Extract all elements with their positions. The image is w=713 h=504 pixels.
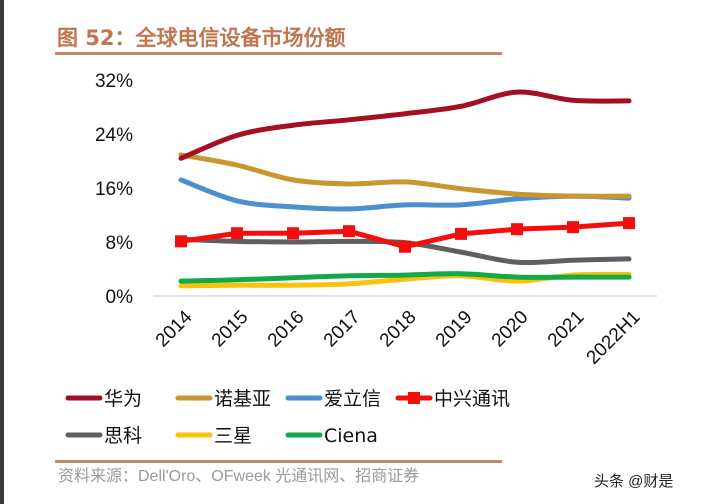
series-line-6 — [178, 271, 632, 284]
series-marker-3 — [287, 227, 299, 240]
x-tick-label: 2014 — [152, 306, 197, 351]
series-marker-3 — [455, 227, 467, 240]
x-tick-label: 2019 — [432, 307, 477, 352]
x-tick-label: 2015 — [208, 307, 253, 352]
y-tick-label: 32% — [95, 71, 133, 92]
series-line-0 — [178, 89, 632, 161]
title-rule — [55, 52, 502, 55]
x-tick-label: 2021 — [544, 307, 589, 352]
x-tick-label: 2016 — [264, 307, 309, 352]
legend-label: 思科 — [104, 425, 142, 447]
legend-label: Ciena — [324, 425, 378, 447]
source-note: 资料来源：Dell'Oro、OFweek 光通讯网、招商证券 — [58, 468, 420, 485]
legend-marker — [408, 392, 420, 404]
series-marker-3 — [343, 225, 355, 238]
series-line-1 — [178, 152, 632, 199]
y-tick-label: 8% — [106, 233, 134, 254]
watermark: 头条 @财是 — [594, 473, 674, 490]
x-tick-label: 2018 — [376, 307, 421, 352]
series-marker-3 — [623, 217, 635, 230]
x-tick-label: 2017 — [320, 307, 365, 352]
y-tick-label: 16% — [95, 179, 133, 200]
y-tick-label: 0% — [106, 287, 134, 308]
left-border — [0, 0, 4, 504]
x-tick-label: 2020 — [488, 307, 533, 352]
series-marker-3 — [399, 240, 411, 253]
series-marker-3 — [511, 223, 523, 236]
legend-label: 诺基亚 — [214, 388, 271, 410]
chart-title: 图 52：全球电信设备市场份额 — [57, 26, 346, 50]
series-marker-3 — [175, 235, 187, 248]
legend-label: 中兴通讯 — [434, 388, 510, 410]
series-marker-3 — [567, 221, 579, 234]
legend-label: 华为 — [104, 388, 142, 410]
series-marker-3 — [231, 227, 243, 240]
legend-label: 三星 — [214, 425, 252, 447]
legend-label: 爱立信 — [324, 388, 381, 410]
x-tick-label: 2022H1 — [583, 307, 645, 369]
source-rule — [55, 460, 502, 463]
y-tick-label: 24% — [95, 125, 133, 146]
